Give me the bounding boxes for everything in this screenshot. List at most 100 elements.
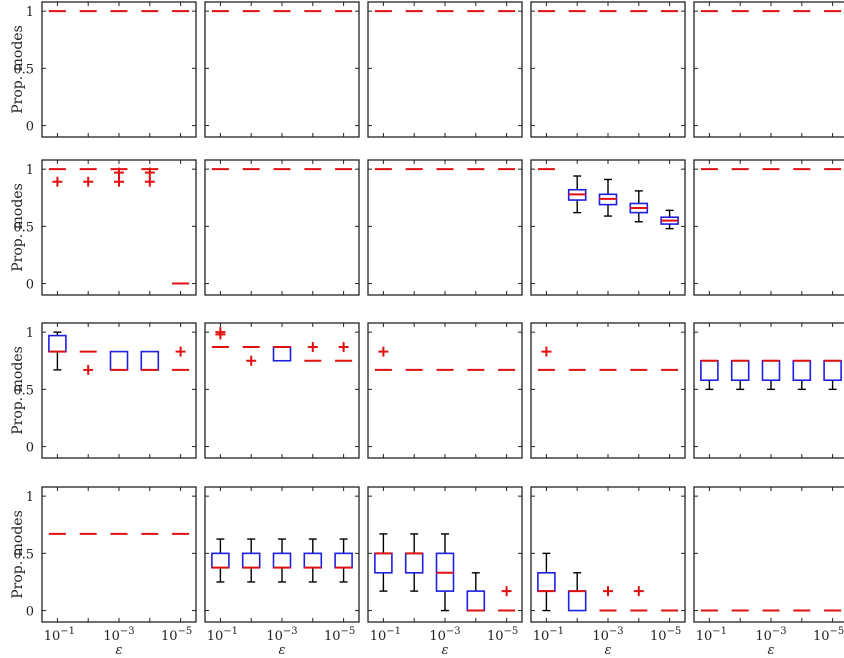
x-tick-label: 10−1 bbox=[533, 626, 564, 644]
panel-plot-area bbox=[700, 359, 842, 391]
iqr-box bbox=[700, 359, 719, 382]
iqr-box bbox=[823, 359, 842, 382]
x-tick-label: 10−5 bbox=[650, 626, 681, 644]
box-5 bbox=[823, 359, 842, 391]
box-4 bbox=[303, 538, 323, 583]
y-tick-label: 1 bbox=[26, 326, 34, 341]
box-5 bbox=[172, 346, 190, 371]
box-3 bbox=[435, 533, 455, 612]
box-2 bbox=[404, 533, 424, 592]
x-tick-label: 10−3 bbox=[429, 626, 460, 644]
panel-frame bbox=[530, 1, 686, 138]
panel-frame bbox=[204, 159, 360, 296]
box-2 bbox=[79, 168, 97, 187]
y-tick-label: 0 bbox=[26, 120, 34, 135]
x-axis-label: ε bbox=[116, 643, 123, 658]
y-tick-label: 0 bbox=[26, 605, 34, 620]
panel-r2-c3 bbox=[530, 322, 686, 459]
y-tick-label: 0.5 bbox=[13, 220, 34, 235]
box-4 bbox=[140, 350, 160, 371]
panel-r3-c2: 10−1 10−3 10−5 ε bbox=[367, 486, 523, 658]
box-3 bbox=[599, 586, 617, 612]
x-tick-label: 10−3 bbox=[592, 626, 623, 644]
iqr-box bbox=[374, 552, 393, 574]
x-axis-label: ε bbox=[279, 643, 286, 658]
y-tick-label: 0.5 bbox=[13, 547, 34, 562]
iqr-box bbox=[272, 552, 292, 569]
panel-r3-c4: 10−1 10−3 10−5 ε bbox=[693, 486, 844, 658]
panel-plot-area bbox=[537, 168, 679, 230]
panel-frame bbox=[530, 486, 686, 623]
x-tick-label: 10−1 bbox=[207, 626, 238, 644]
panel-plot-area bbox=[211, 538, 353, 583]
y-axis-label: Prop. modes bbox=[10, 183, 26, 272]
x-tick-label: 10−3 bbox=[266, 626, 297, 644]
box-4 bbox=[466, 572, 486, 612]
x-axis-label: ε bbox=[768, 643, 775, 658]
iqr-box bbox=[211, 552, 230, 569]
box-4 bbox=[630, 586, 648, 612]
y-tick-label: 0 bbox=[26, 441, 34, 456]
y-tick-label: 0.5 bbox=[13, 383, 34, 398]
box-3 bbox=[110, 167, 128, 187]
panel-frame bbox=[41, 486, 197, 623]
box-4 bbox=[792, 359, 812, 391]
panel-plot-area bbox=[374, 533, 516, 612]
x-tick-label: 10−1 bbox=[370, 626, 401, 644]
panel-plot-area bbox=[48, 331, 190, 375]
x-tick-label: 10−3 bbox=[755, 626, 786, 644]
x-tick-label: 10−3 bbox=[103, 626, 134, 644]
y-tick-label: 0 bbox=[26, 278, 34, 293]
y-axis-label: Prop. modes bbox=[10, 346, 26, 435]
iqr-box bbox=[334, 552, 353, 569]
iqr-box bbox=[537, 572, 556, 592]
panel-plot-area bbox=[537, 346, 679, 371]
panel-frame bbox=[41, 1, 197, 138]
box-1 bbox=[211, 327, 229, 349]
box-5 bbox=[335, 342, 353, 362]
iqr-box bbox=[567, 590, 587, 612]
x-axis-label: ε bbox=[605, 643, 612, 658]
box-4 bbox=[304, 342, 322, 362]
box-1 bbox=[48, 331, 67, 371]
box-3 bbox=[109, 350, 129, 371]
box-2 bbox=[567, 572, 587, 612]
box-2 bbox=[79, 350, 97, 375]
box-5 bbox=[498, 586, 516, 612]
box-1 bbox=[537, 552, 556, 612]
box-4 bbox=[141, 167, 159, 187]
panel-r0-c1 bbox=[204, 1, 360, 138]
box-2 bbox=[241, 538, 261, 583]
panel-r2-c4 bbox=[693, 322, 844, 459]
box-5 bbox=[660, 209, 679, 230]
x-tick-label: 10−5 bbox=[813, 626, 844, 644]
panel-frame bbox=[693, 1, 844, 138]
panel-r0-c4 bbox=[693, 1, 844, 138]
panel-frame bbox=[41, 322, 197, 459]
panel-r0-c2 bbox=[367, 1, 523, 138]
iqr-box bbox=[272, 346, 292, 362]
panel-frame bbox=[204, 322, 360, 459]
panel-plot-area bbox=[537, 552, 679, 612]
iqr-box bbox=[730, 359, 750, 382]
panel-r3-c1: 10−1 10−3 10−5 ε bbox=[204, 486, 360, 658]
box-1 bbox=[374, 346, 392, 371]
iqr-box bbox=[761, 359, 781, 382]
x-tick-label: 10−5 bbox=[487, 626, 518, 644]
x-tick-label: 10−1 bbox=[44, 626, 75, 644]
box-1 bbox=[374, 533, 393, 592]
box-3 bbox=[272, 346, 292, 362]
panel-r3-c3: 10−1 10−3 10−5 ε bbox=[530, 486, 686, 658]
panel-r1-c1 bbox=[204, 159, 360, 296]
x-axis-label: ε bbox=[442, 643, 449, 658]
box-3 bbox=[598, 178, 618, 217]
panel-r1-c3 bbox=[530, 159, 686, 296]
box-2 bbox=[730, 359, 750, 391]
x-tick-label: 10−5 bbox=[161, 626, 192, 644]
box-3 bbox=[272, 538, 292, 583]
iqr-box bbox=[48, 334, 67, 353]
box-4 bbox=[629, 190, 649, 223]
